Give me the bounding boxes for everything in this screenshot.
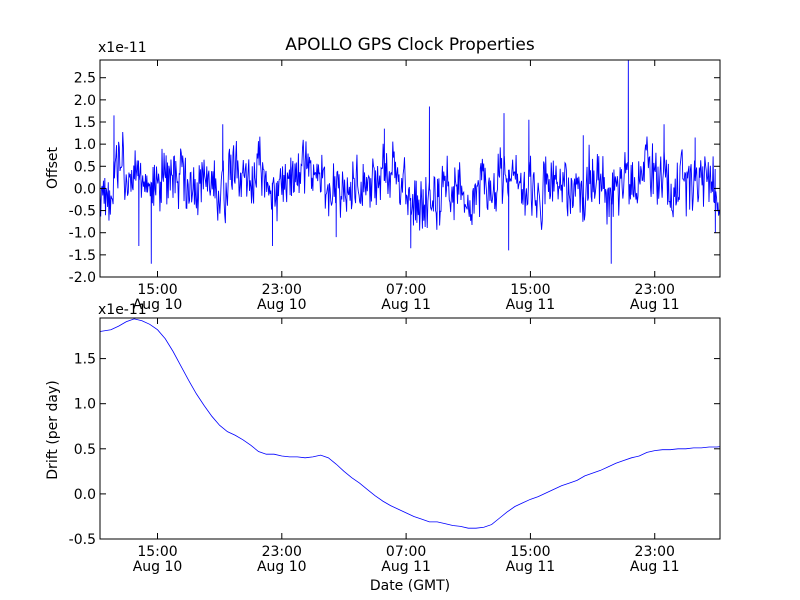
drift-y-tick-label: 0.5 [74, 442, 96, 458]
offset-ticks: -2.0-1.5-1.0-0.50.00.51.01.52.02.515:00A… [69, 60, 720, 313]
offset-y-tick-label: 1.0 [74, 137, 96, 153]
offset-scale-label: x1e-11 [98, 40, 147, 56]
offset-y-tick-label: -1.5 [69, 248, 96, 264]
drift-y-tick-label: 1.5 [74, 352, 96, 368]
offset-panel: -2.0-1.5-1.0-0.50.00.51.01.52.02.515:00A… [45, 40, 721, 313]
drift-x-tick-time: 15:00 [510, 544, 550, 560]
offset-y-tick-label: 2.0 [74, 93, 96, 109]
drift-y-tick-label: 1.0 [74, 397, 96, 413]
drift-x-tick-date: Aug 10 [133, 559, 183, 575]
offset-x-tick-date: Aug 10 [257, 297, 307, 313]
offset-x-tick-time: 23:00 [262, 282, 302, 298]
offset-y-tick-label: 1.5 [74, 115, 96, 131]
drift-axes-frame [99, 317, 721, 540]
drift-x-tick-date: Aug 11 [506, 559, 556, 575]
offset-x-tick-time: 15:00 [137, 282, 177, 298]
offset-y-tick-label: -2.0 [69, 270, 96, 286]
figure-title: APOLLO GPS Clock Properties [285, 35, 535, 55]
offset-x-tick-date: Aug 10 [133, 297, 183, 313]
drift-x-tick-time: 15:00 [137, 544, 177, 560]
drift-y-tick-label: -0.5 [69, 532, 96, 548]
drift-y-tick-label: 0.0 [74, 487, 96, 503]
offset-plot-area [100, 60, 720, 264]
offset-series-line [100, 60, 720, 264]
drift-series-line [100, 318, 720, 529]
drift-scale-label: x1e-11 [98, 302, 147, 318]
offset-x-tick-time: 15:00 [510, 282, 550, 298]
offset-y-tick-label: 0.5 [74, 159, 96, 175]
offset-y-tick-label: -0.5 [69, 204, 96, 220]
drift-y-axis-label: Drift (per day) [45, 380, 61, 479]
drift-x-tick-date: Aug 11 [630, 559, 680, 575]
offset-y-axis-label: Offset [45, 146, 61, 189]
offset-x-tick-time: 07:00 [386, 282, 426, 298]
offset-x-tick-time: 23:00 [635, 282, 675, 298]
drift-x-tick-date: Aug 10 [257, 559, 307, 575]
offset-x-tick-date: Aug 11 [381, 297, 431, 313]
drift-x-tick-date: Aug 11 [381, 559, 431, 575]
drift-x-tick-time: 07:00 [386, 544, 426, 560]
x-axis-label: Date (GMT) [370, 578, 450, 594]
offset-x-tick-date: Aug 11 [630, 297, 680, 313]
drift-plot-area [100, 318, 720, 529]
offset-y-tick-label: 0.0 [74, 181, 96, 197]
offset-y-tick-label: 2.5 [74, 71, 96, 87]
drift-x-tick-time: 23:00 [262, 544, 302, 560]
offset-x-tick-date: Aug 11 [506, 297, 556, 313]
offset-axes-frame [99, 59, 721, 278]
drift-x-tick-time: 23:00 [635, 544, 675, 560]
offset-y-tick-label: -1.0 [69, 226, 96, 242]
